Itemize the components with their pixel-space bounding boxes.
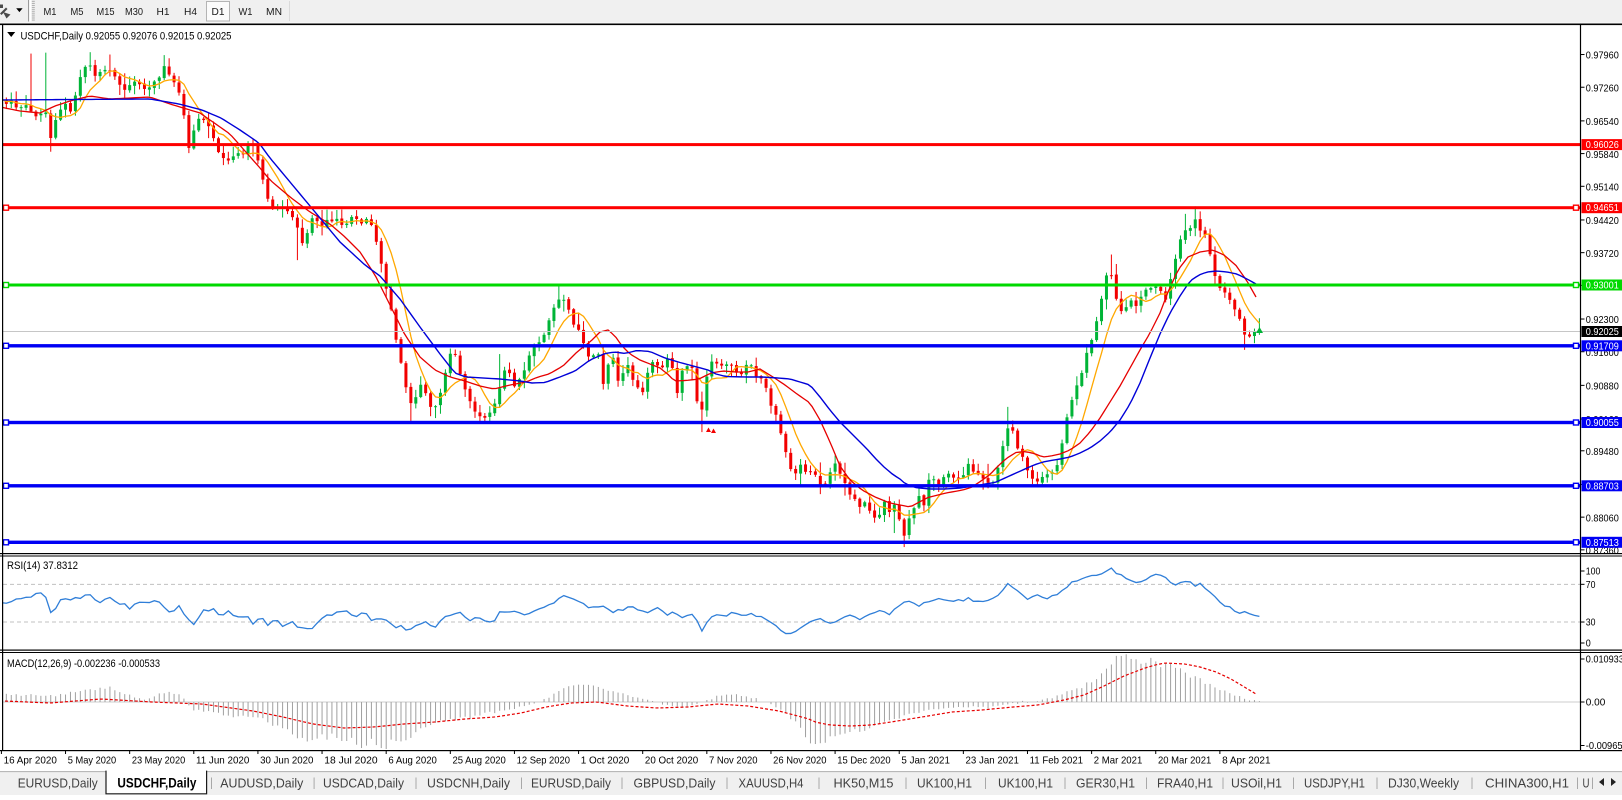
svg-text:12 Sep 2020: 12 Sep 2020 (517, 755, 570, 767)
svg-text:0.91709: 0.91709 (1586, 340, 1619, 352)
svg-text:0.94420: 0.94420 (1586, 215, 1619, 227)
svg-text:HK50,M15: HK50,M15 (834, 775, 894, 790)
svg-text:15 Dec 2020: 15 Dec 2020 (837, 755, 890, 767)
svg-text:RSI(14) 37.8312: RSI(14) 37.8312 (7, 560, 78, 572)
svg-text:2 Mar 2021: 2 Mar 2021 (1094, 755, 1143, 767)
svg-text:0.92300: 0.92300 (1586, 314, 1619, 326)
svg-text:0: 0 (1586, 638, 1591, 650)
svg-text:EURUSD,Daily: EURUSD,Daily (18, 775, 98, 790)
svg-text:MACD(12,26,9) -0.002236 -0.000: MACD(12,26,9) -0.002236 -0.000533 (7, 658, 160, 670)
svg-text:H1: H1 (157, 6, 170, 18)
svg-text:0.00: 0.00 (1586, 697, 1606, 709)
svg-text:USDJPY,H1: USDJPY,H1 (1304, 775, 1365, 790)
svg-text:USDCHF,Daily 0.92055 0.92076: USDCHF,Daily 0.92055 0.92076 0.92015 0.9… (21, 30, 232, 42)
svg-text:M15: M15 (97, 6, 115, 18)
svg-text:CHINA300,H1: CHINA300,H1 (1485, 775, 1569, 790)
svg-text:0.90880: 0.90880 (1586, 381, 1619, 393)
svg-text:GER30,H1: GER30,H1 (1076, 775, 1135, 790)
svg-text:1 Oct 2020: 1 Oct 2020 (581, 755, 630, 767)
svg-text:18 Jul 2020: 18 Jul 2020 (324, 755, 378, 767)
svg-text:5 May 2020: 5 May 2020 (68, 755, 117, 767)
svg-text:0.97960: 0.97960 (1586, 50, 1619, 62)
svg-text:EURUSD,Daily: EURUSD,Daily (531, 775, 611, 790)
svg-text:0.89480: 0.89480 (1586, 446, 1619, 458)
svg-text:USDCAD,Daily: USDCAD,Daily (323, 775, 404, 790)
svg-text:6 Aug 2020: 6 Aug 2020 (388, 755, 437, 767)
svg-text:0.93720: 0.93720 (1586, 248, 1619, 260)
svg-text:100: 100 (1586, 566, 1601, 578)
svg-text:XAUUSD,H4: XAUUSD,H4 (739, 775, 804, 790)
svg-text:DJ30,Weekly: DJ30,Weekly (1388, 775, 1459, 790)
svg-text:U: U (1583, 775, 1590, 790)
svg-text:26 Nov 2020: 26 Nov 2020 (773, 755, 826, 767)
svg-text:M1: M1 (44, 6, 57, 18)
svg-text:70: 70 (1586, 579, 1596, 591)
svg-text:0.97260: 0.97260 (1586, 82, 1619, 94)
svg-text:20 Mar 2021: 20 Mar 2021 (1158, 755, 1211, 767)
svg-text:0.95140: 0.95140 (1586, 182, 1619, 194)
svg-text:8 Apr 2021: 8 Apr 2021 (1222, 755, 1271, 767)
svg-text:0.96026: 0.96026 (1586, 139, 1619, 151)
svg-text:5 Jan 2021: 5 Jan 2021 (901, 755, 950, 767)
svg-text:0.87513: 0.87513 (1586, 537, 1619, 549)
svg-text:MN: MN (266, 6, 282, 18)
svg-text:30: 30 (1586, 617, 1596, 629)
svg-text:0.88703: 0.88703 (1586, 480, 1619, 492)
svg-text:USDCHF,Daily: USDCHF,Daily (117, 775, 196, 790)
svg-text:AUDUSD,Daily: AUDUSD,Daily (220, 775, 303, 790)
svg-text:USOil,H1: USOil,H1 (1231, 775, 1282, 790)
svg-text:W1: W1 (239, 6, 253, 18)
svg-text:0.93001: 0.93001 (1586, 280, 1619, 292)
svg-text:D1: D1 (212, 6, 225, 18)
svg-text:0.92025: 0.92025 (1586, 326, 1619, 338)
svg-text:20 Oct 2020: 20 Oct 2020 (645, 755, 698, 767)
svg-text:23 May 2020: 23 May 2020 (132, 755, 185, 767)
svg-text:UK100,H1: UK100,H1 (917, 775, 972, 790)
svg-text:16 Apr 2020: 16 Apr 2020 (4, 755, 57, 767)
svg-text:M30: M30 (125, 6, 143, 18)
svg-text:0.94651: 0.94651 (1586, 202, 1619, 214)
svg-text:H4: H4 (184, 6, 197, 18)
svg-text:0.96540: 0.96540 (1586, 116, 1619, 128)
svg-text:-0.009653: -0.009653 (1586, 740, 1622, 752)
svg-text:30 Jun 2020: 30 Jun 2020 (260, 755, 313, 767)
svg-text:0.90055: 0.90055 (1586, 417, 1619, 429)
svg-text:0.010933: 0.010933 (1586, 654, 1622, 666)
svg-text:7 Nov 2020: 7 Nov 2020 (709, 755, 758, 767)
svg-text:0.88060: 0.88060 (1586, 512, 1619, 524)
svg-text:FRA40,H1: FRA40,H1 (1157, 775, 1213, 790)
svg-text:11 Feb 2021: 11 Feb 2021 (1030, 755, 1083, 767)
svg-text:23 Jan 2021: 23 Jan 2021 (966, 755, 1019, 767)
svg-text:USDCNH,Daily: USDCNH,Daily (427, 775, 510, 790)
svg-text:25 Aug 2020: 25 Aug 2020 (453, 755, 506, 767)
svg-text:M5: M5 (71, 6, 84, 18)
svg-text:UK100,H1: UK100,H1 (998, 775, 1053, 790)
svg-text:GBPUSD,Daily: GBPUSD,Daily (634, 775, 716, 790)
svg-text:11 Jun 2020: 11 Jun 2020 (196, 755, 249, 767)
